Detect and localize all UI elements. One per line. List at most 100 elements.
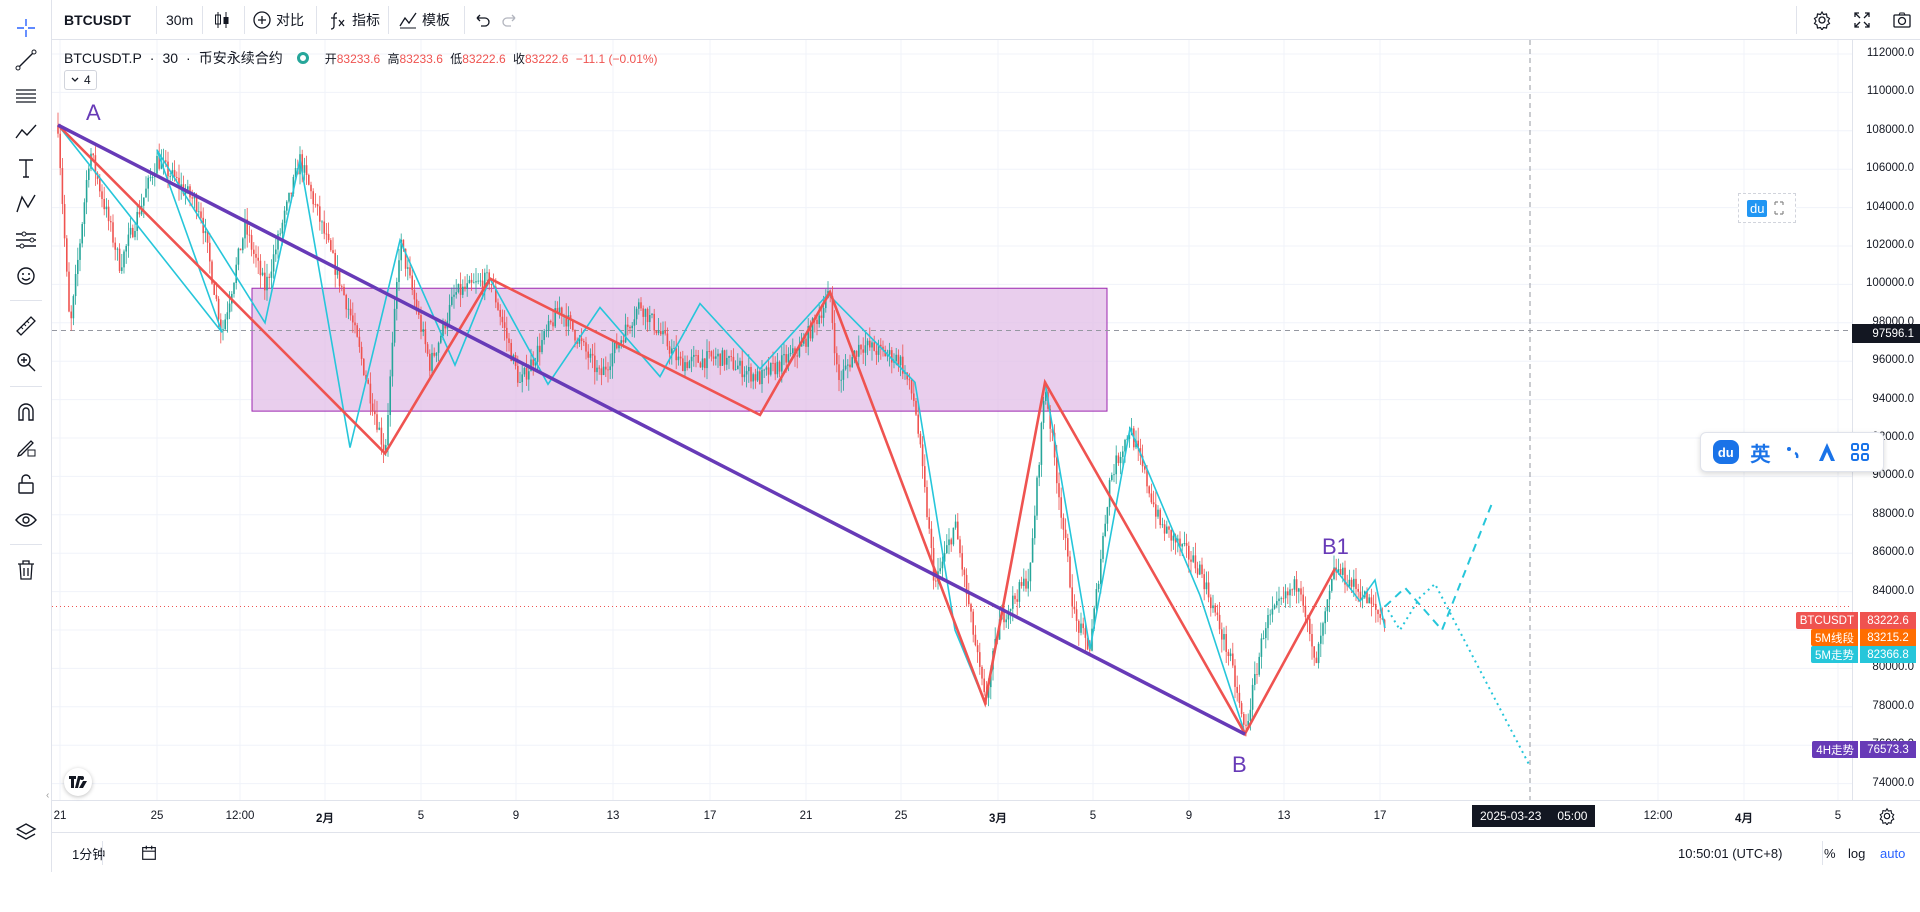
grid-menu-icon[interactable] xyxy=(1849,441,1871,463)
candle-body xyxy=(655,330,658,334)
chart-canvas[interactable] xyxy=(52,40,1852,800)
date-range-button[interactable] xyxy=(140,833,158,873)
candle-body xyxy=(270,271,273,278)
interval-button[interactable]: 30m xyxy=(166,12,194,28)
percent-scale-toggle[interactable]: % xyxy=(1824,845,1836,861)
candle-body xyxy=(1210,597,1212,609)
price-axis[interactable]: 112000.0 110000.0 108000.0 106000.0 104000.0… xyxy=(1852,40,1920,800)
candle-body xyxy=(277,234,279,250)
candle-body xyxy=(235,264,237,283)
xabcd-tool-icon[interactable] xyxy=(8,188,44,220)
forecast-tool-icon[interactable] xyxy=(8,224,44,256)
candle-body xyxy=(88,168,90,181)
undo-button[interactable] xyxy=(472,0,496,40)
axis-settings-button[interactable] xyxy=(1878,807,1896,830)
candle-body xyxy=(1317,643,1320,664)
price-tag-name: 5M线段 xyxy=(1811,629,1858,646)
indicators-collapse-button[interactable]: 4 xyxy=(64,70,97,90)
candle-body xyxy=(1058,483,1060,498)
candle-body xyxy=(1249,709,1252,721)
zoom-tool-icon[interactable] xyxy=(8,346,44,378)
text-tool-icon[interactable] xyxy=(8,152,44,184)
candle-body xyxy=(750,367,752,382)
templates-button[interactable]: 模板 xyxy=(398,0,450,40)
screenshot-button[interactable] xyxy=(1892,0,1916,40)
log-scale-toggle[interactable]: log xyxy=(1848,845,1866,861)
candle-body xyxy=(114,242,116,250)
layers-icon[interactable] xyxy=(8,816,44,848)
candle-body xyxy=(184,191,187,195)
wave-label-b1[interactable]: B1 xyxy=(1322,534,1349,559)
candle-body xyxy=(565,315,567,327)
candle-body xyxy=(517,365,519,383)
legend-symbol[interactable]: BTCUSDT.P xyxy=(64,50,142,66)
indicators-button[interactable]: 指标 xyxy=(328,0,380,40)
lock-drawing-tool-icon[interactable] xyxy=(8,432,44,464)
candle-body xyxy=(308,174,310,185)
trendline-tool-icon[interactable] xyxy=(8,44,44,76)
candle-body xyxy=(719,353,721,366)
time-axis[interactable]: 21 25 12:00 2月 5 9 13 17 21 25 3月 5 9 13 17 12:00 4月 5 xyxy=(52,800,1920,832)
candle-body xyxy=(316,204,319,207)
emoji-tool-icon[interactable] xyxy=(8,260,44,292)
candle-body xyxy=(1080,623,1082,633)
ime-lang-toggle[interactable]: 英 xyxy=(1750,443,1771,466)
punctuation-icon[interactable] xyxy=(1782,441,1804,463)
candle-body xyxy=(633,319,636,326)
candle-body xyxy=(354,322,356,326)
ime-logo-icon[interactable]: du xyxy=(1712,440,1739,464)
eye-icon[interactable] xyxy=(8,504,44,536)
candle-body xyxy=(455,292,457,295)
collapse-toolbar-chevron-icon[interactable]: ‹ xyxy=(46,790,50,801)
candle-body xyxy=(528,371,530,380)
magnet-tool-icon[interactable] xyxy=(8,396,44,428)
redo-button[interactable] xyxy=(500,0,524,40)
wave-label-b[interactable]: B xyxy=(1232,752,1247,777)
chart-pane[interactable] xyxy=(52,40,1852,800)
candle-body xyxy=(1229,653,1232,657)
settings-button[interactable] xyxy=(1812,0,1836,40)
candle-body xyxy=(589,353,592,358)
interval-quick-button[interactable]: 1分钟 xyxy=(72,846,106,862)
ruler-tool-icon[interactable] xyxy=(8,310,44,342)
undo-icon xyxy=(476,14,490,27)
candle-body xyxy=(644,308,647,317)
candle-body xyxy=(1218,614,1221,630)
auto-scale-toggle[interactable]: auto xyxy=(1880,845,1906,861)
candle-body xyxy=(869,340,871,348)
candle-body xyxy=(660,331,662,335)
fib-tool-icon[interactable] xyxy=(8,80,44,112)
chevron-down-icon xyxy=(71,77,79,82)
bottom-toolbar: 1分钟 10:50:01 (UTC+8) % log auto xyxy=(52,832,1920,872)
candle-body xyxy=(226,312,229,320)
drag-handle-icon[interactable] xyxy=(1773,199,1785,217)
candle-body xyxy=(970,604,972,612)
ime-mini-toolbar[interactable]: du xyxy=(1738,193,1796,223)
crosshair-tool-icon[interactable] xyxy=(8,12,44,44)
candle-body xyxy=(1045,392,1047,401)
tradingview-logo-icon[interactable] xyxy=(64,768,92,796)
candle-body xyxy=(1322,623,1324,636)
trash-icon[interactable] xyxy=(8,554,44,586)
candle-body xyxy=(915,400,917,415)
candle-body xyxy=(519,382,521,383)
wave-label-a[interactable]: A xyxy=(86,100,101,125)
template-icon xyxy=(399,12,417,29)
candle-body xyxy=(310,184,312,192)
candle-body xyxy=(420,314,422,332)
compare-button[interactable]: 对比 xyxy=(252,0,304,40)
skin-icon[interactable] xyxy=(1816,441,1838,463)
chart-type-button[interactable] xyxy=(212,0,236,40)
symbol-search-button[interactable]: BTCUSDT xyxy=(64,12,131,28)
candle-body xyxy=(948,539,950,546)
time-tick-label: 12:00 xyxy=(225,810,255,822)
pattern-tool-icon[interactable] xyxy=(8,116,44,148)
ime-toolbar[interactable]: du 英 xyxy=(1700,432,1884,472)
candle-body xyxy=(211,261,213,284)
unlock-icon[interactable] xyxy=(8,468,44,500)
candle-body xyxy=(1205,582,1208,590)
fullscreen-button[interactable] xyxy=(1852,0,1876,40)
candle-body xyxy=(897,354,900,366)
clock-display[interactable]: 10:50:01 (UTC+8) xyxy=(1678,845,1783,861)
candle-body xyxy=(882,346,884,350)
